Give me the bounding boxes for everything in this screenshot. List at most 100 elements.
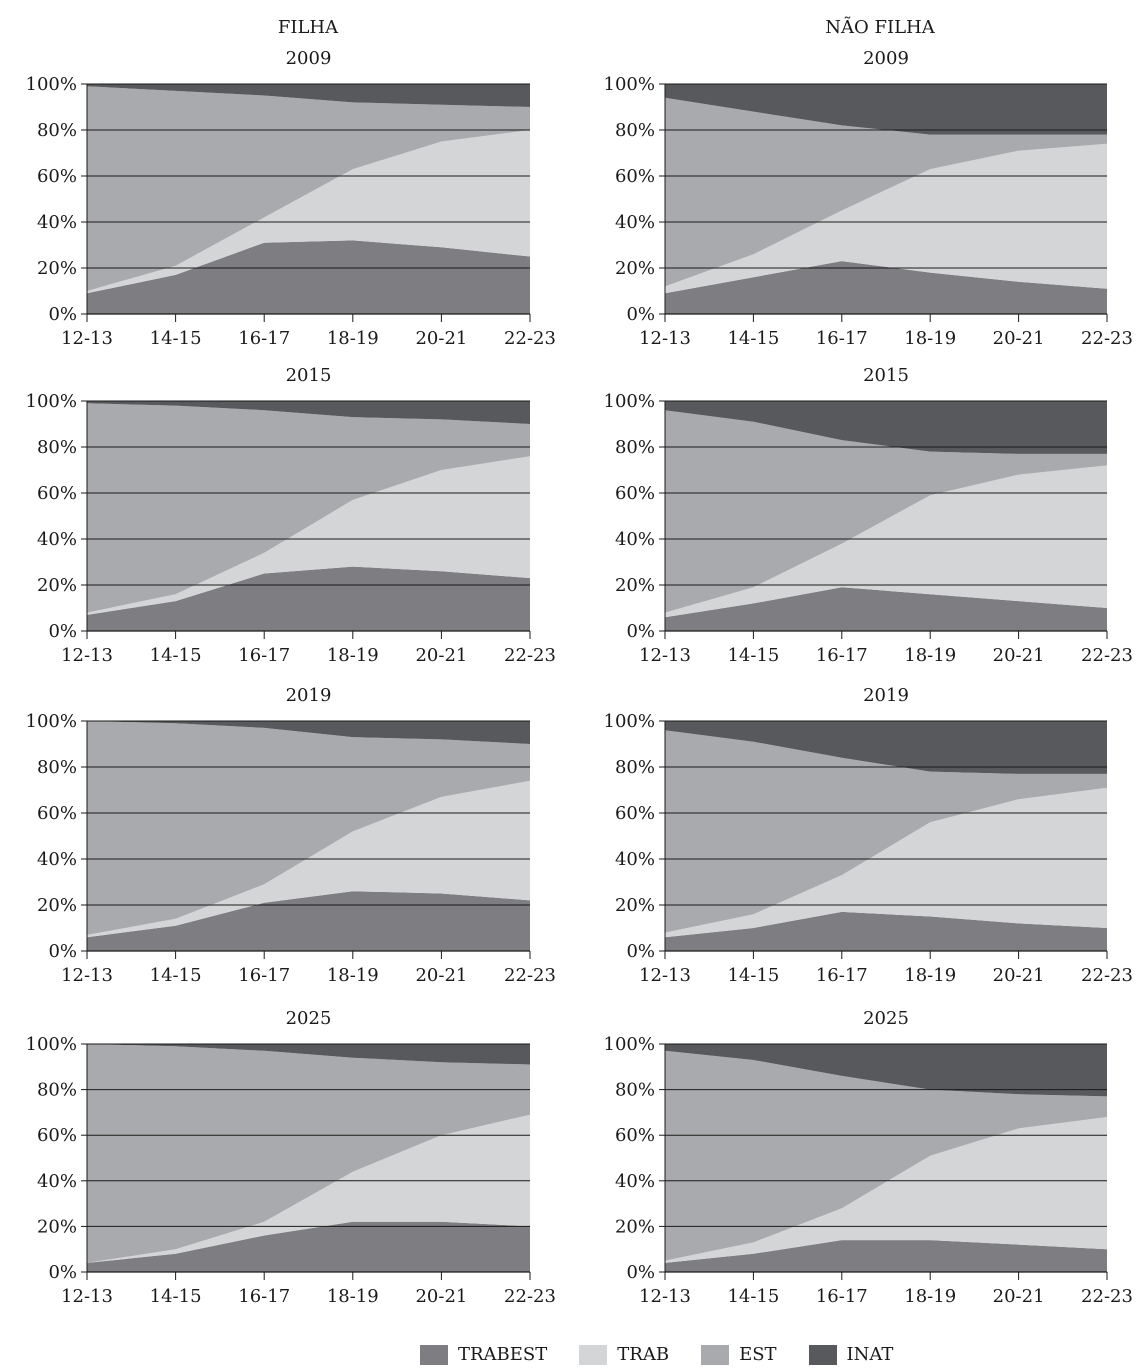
panel-nao-filha-2025-ytick-label-5: 100%	[604, 1034, 655, 1055]
panel-nao-filha-2015-ytick-label-4: 80%	[615, 437, 655, 458]
panel-filha-2025-xtick-label-4: 20-21	[415, 1286, 467, 1307]
panel-nao-filha-2025-xtick-label-0: 12-13	[639, 1286, 691, 1307]
panel-nao-filha-2009-ytick-label-3: 60%	[615, 166, 655, 187]
panel-nao-filha-2009-xtick-label-3: 18-19	[904, 328, 956, 349]
panel-nao-filha-2015-area-est	[665, 410, 1107, 613]
panel-nao-filha-2009-xtick-label-0: 12-13	[639, 328, 691, 349]
panel-filha-2019-area-inat	[87, 721, 530, 744]
legend-item-trab: TRAB	[579, 1344, 669, 1365]
panel-nao-filha-2009-area-trabest	[665, 261, 1107, 314]
panel-filha-2019-ytick-label-3: 60%	[37, 803, 77, 824]
panel-filha-2009-ytick-label-1: 20%	[37, 258, 77, 279]
panel-filha-2009-xtick-label-5: 22-23	[504, 328, 556, 349]
panel-nao-filha-2019-xtick-label-2: 16-17	[816, 965, 868, 986]
panel-nao-filha-2009: 2009 0% 20% 40% 60% 80% 100% 12-13 14-15 16-17 18-…	[604, 48, 1133, 349]
panel-nao-filha-2019-area-inat	[665, 721, 1107, 774]
panel-nao-filha-2009-xtick-label-5: 22-23	[1081, 328, 1133, 349]
panel-filha-2009: 2009 0% 20% 40% 60% 80% 100% 12-13 14-15 16-17 18-…	[26, 48, 556, 349]
panel-nao-filha-2009-ytick-label-0: 0%	[626, 304, 655, 325]
panel-nao-filha-2015-xtick-label-3: 18-19	[904, 645, 956, 666]
panel-filha-2015-xtick-label-4: 20-21	[415, 645, 467, 666]
panel-nao-filha-2015-xtick-label-5: 22-23	[1081, 645, 1133, 666]
panel-nao-filha-2019-xtick-label-3: 18-19	[904, 965, 956, 986]
panel-nao-filha-2025: 2025 0% 20% 40% 60% 80% 100% 12-13 14-15 16-17 18-…	[604, 1008, 1133, 1307]
panel-filha-2025: 2025 0% 20% 40% 60% 80% 100% 12-13 14-15 16-17 18-…	[26, 1008, 556, 1307]
panel-nao-filha-2009-area-est	[665, 97, 1107, 287]
panel-nao-filha-2019: 2019 0% 20% 40% 60% 80% 100% 12-13 14-15 16-17 18-…	[604, 685, 1133, 986]
panel-nao-filha-2015-ytick-label-2: 40%	[615, 529, 655, 550]
panel-filha-2009-ytick-label-4: 80%	[37, 120, 77, 141]
panel-filha-2015-title: 2015	[286, 365, 332, 386]
panel-filha-2025-xtick-label-5: 22-23	[504, 1286, 556, 1307]
panel-filha-2019-area-trabest	[87, 891, 530, 951]
panel-filha-2025-xtick-label-3: 18-19	[327, 1286, 379, 1307]
panel-nao-filha-2015-ytick-label-1: 20%	[615, 575, 655, 596]
panel-nao-filha-2019-xtick-label-0: 12-13	[639, 965, 691, 986]
panel-filha-2015-ytick-label-3: 60%	[37, 483, 77, 504]
panel-filha-2015: 2015 0% 20% 40% 60% 80% 100% 12-13 14-15 16-17 18-…	[26, 365, 556, 666]
panel-nao-filha-2019-area-trab	[665, 787, 1107, 938]
panel-nao-filha-2025-area-trabest	[665, 1240, 1107, 1272]
panel-filha-2025-xtick-label-2: 16-17	[238, 1286, 290, 1307]
panel-filha-2009-ytick-label-0: 0%	[48, 304, 77, 325]
panel-filha-2009-area-trabest	[87, 240, 530, 314]
column-title-nao-filha: NÃO FILHA	[825, 16, 935, 38]
panel-filha-2009-area-est	[87, 86, 530, 291]
panel-filha-2015-ytick-label-0: 0%	[48, 621, 77, 642]
panel-filha-2019-ytick-label-4: 80%	[37, 757, 77, 778]
panel-nao-filha-2019-ytick-label-0: 0%	[626, 941, 655, 962]
legend-item-trabest: TRABEST	[420, 1344, 547, 1365]
panel-filha-2025-area-trabest	[87, 1221, 530, 1272]
panel-filha-2019-xtick-label-3: 18-19	[327, 965, 379, 986]
panel-filha-2025-ytick-label-3: 60%	[37, 1125, 77, 1146]
legend-item-inat: INAT	[808, 1344, 894, 1365]
panel-nao-filha-2015-ytick-label-0: 0%	[626, 621, 655, 642]
panel-nao-filha-2015-title: 2015	[863, 365, 909, 386]
panel-filha-2009-ytick-label-2: 40%	[37, 212, 77, 233]
panel-nao-filha-2025-ytick-label-4: 80%	[615, 1080, 655, 1101]
panel-nao-filha-2009-area-inat	[665, 84, 1107, 135]
legend: TRABEST TRAB EST INAT	[420, 1344, 925, 1365]
panel-filha-2015-ytick-label-2: 40%	[37, 529, 77, 550]
panel-nao-filha-2009-xtick-label-2: 16-17	[816, 328, 868, 349]
panel-nao-filha-2015-xtick-label-1: 14-15	[727, 645, 779, 666]
panel-nao-filha-2015-xtick-label-0: 12-13	[639, 645, 691, 666]
panel-filha-2019-ytick-label-2: 40%	[37, 849, 77, 870]
panel-nao-filha-2019-area-trabest	[665, 911, 1107, 951]
panel-nao-filha-2019-xtick-label-1: 14-15	[727, 965, 779, 986]
panel-nao-filha-2009-xtick-label-4: 20-21	[993, 328, 1045, 349]
legend-swatch-trabest	[420, 1344, 448, 1365]
panel-filha-2025-ytick-label-2: 40%	[37, 1171, 77, 1192]
legend-label-inat: INAT	[846, 1344, 894, 1365]
panel-filha-2009-xtick-label-0: 12-13	[61, 328, 113, 349]
panel-nao-filha-2019-xtick-label-5: 22-23	[1081, 965, 1133, 986]
panel-nao-filha-2025-xtick-label-5: 22-23	[1081, 1286, 1133, 1307]
panel-filha-2019-xtick-label-4: 20-21	[415, 965, 467, 986]
panel-filha-2019-ytick-label-5: 100%	[26, 711, 77, 732]
panel-filha-2009-title: 2009	[286, 48, 332, 69]
panel-filha-2019-ytick-label-0: 0%	[48, 941, 77, 962]
panel-nao-filha-2019-ytick-label-1: 20%	[615, 895, 655, 916]
panel-nao-filha-2009-ytick-label-4: 80%	[615, 120, 655, 141]
panel-nao-filha-2015-area-trab	[665, 465, 1107, 618]
panel-filha-2015-ytick-label-1: 20%	[37, 575, 77, 596]
panel-nao-filha-2009-xtick-label-1: 14-15	[727, 328, 779, 349]
panel-nao-filha-2019-ytick-label-5: 100%	[604, 711, 655, 732]
panel-nao-filha-2015-ytick-label-3: 60%	[615, 483, 655, 504]
panel-filha-2019-ytick-label-1: 20%	[37, 895, 77, 916]
panel-filha-2015-area-trab	[87, 456, 530, 615]
panel-nao-filha-2015-xtick-label-2: 16-17	[816, 645, 868, 666]
panel-filha-2019: 2019 0% 20% 40% 60% 80% 100% 12-13 14-15 16-17 18-…	[26, 685, 556, 986]
panel-nao-filha-2019-ytick-label-4: 80%	[615, 757, 655, 778]
panel-filha-2015-ytick-label-5: 100%	[26, 391, 77, 412]
panel-filha-2025-area-trab	[87, 1114, 530, 1263]
panel-filha-2025-xtick-label-0: 12-13	[61, 1286, 113, 1307]
panel-filha-2009-xtick-label-3: 18-19	[327, 328, 379, 349]
panel-filha-2025-ytick-label-0: 0%	[48, 1262, 77, 1283]
panel-nao-filha-2025-ytick-label-1: 20%	[615, 1216, 655, 1237]
panel-nao-filha-2025-area-inat	[665, 1044, 1107, 1097]
legend-swatch-trab	[579, 1344, 608, 1365]
panel-nao-filha-2019-area-est	[665, 730, 1107, 933]
panel-nao-filha-2025-xtick-label-3: 18-19	[904, 1286, 956, 1307]
